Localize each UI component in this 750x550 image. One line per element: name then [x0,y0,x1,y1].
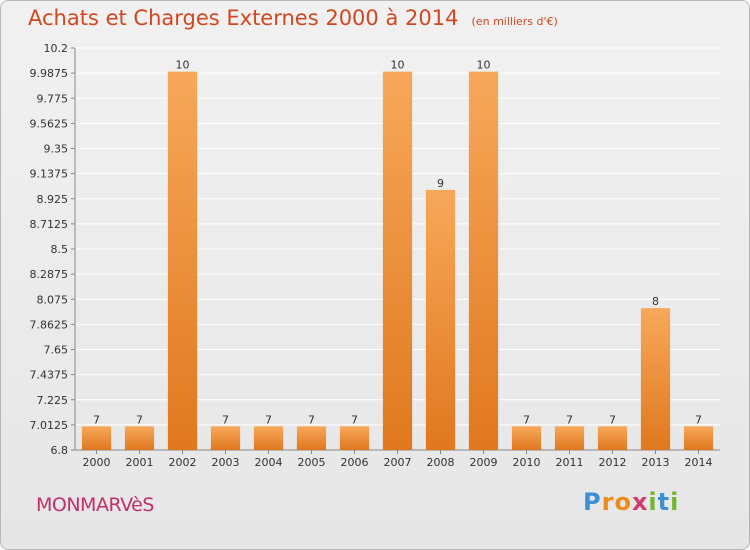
y-tick-label: 8.075 [37,293,69,306]
x-tick-label: 2002 [169,456,197,469]
chart-subtitle: (en milliers d'€) [471,15,558,28]
y-tick-label: 10.2 [44,42,69,55]
bar [683,426,714,450]
x-tick-label: 2013 [642,456,670,469]
y-tick-label: 7.65 [44,344,69,357]
x-tick-label: 2007 [384,456,412,469]
chart-title: Achats et Charges Externes 2000 à 2014 [28,6,459,30]
data-label: 10 [391,59,405,72]
x-tick-label: 2001 [126,456,154,469]
bar [511,426,542,450]
data-label: 10 [176,59,190,72]
commune-name: MONMARVèS [36,494,154,516]
y-tick-label: 9.35 [44,143,69,156]
y-tick-label: 6.8 [51,444,69,457]
x-tick-label: 2008 [427,456,455,469]
y-tick-label: 9.1375 [30,168,69,181]
y-tick-label: 9.775 [37,92,69,105]
x-tick-label: 2000 [83,456,111,469]
data-label: 7 [351,413,358,426]
x-tick-label: 2014 [685,456,713,469]
bar [167,71,198,450]
data-label: 7 [136,413,143,426]
y-tick-label: 8.925 [37,193,69,206]
bar [468,71,499,450]
y-tick-label: 9.5625 [30,117,69,130]
y-tick-label: 8.7125 [30,218,69,231]
bar [425,189,456,450]
y-tick-label: 7.0125 [30,419,69,432]
x-tick-label: 2012 [599,456,627,469]
x-tick-label: 2005 [298,456,326,469]
bar [640,308,671,450]
data-label: 7 [609,413,616,426]
y-tick-label: 8.2875 [30,268,69,281]
data-label: 7 [222,413,229,426]
bar [81,426,112,450]
data-label: 7 [93,413,100,426]
data-label: 7 [695,413,702,426]
data-label: 9 [437,177,444,190]
x-tick-label: 2003 [212,456,240,469]
bar [339,426,370,450]
bar [124,426,155,450]
data-label: 7 [523,413,530,426]
x-tick-label: 2010 [513,456,541,469]
bar [296,426,327,450]
data-label: 7 [308,413,315,426]
x-tick-label: 2011 [556,456,584,469]
data-label: 7 [566,413,573,426]
y-tick-label: 7.4375 [30,369,69,382]
bar [597,426,628,450]
y-tick-label: 9.9875 [30,67,69,80]
proxiti-logo: Proxiti [583,488,680,516]
y-tick-label: 7.8625 [30,318,69,331]
bar [382,71,413,450]
chart-title-block: Achats et Charges Externes 2000 à 2014 (… [28,6,558,30]
x-tick-label: 2006 [341,456,369,469]
bar [554,426,585,450]
data-label: 8 [652,295,659,308]
data-label: 10 [477,59,491,72]
y-tick-label: 7.225 [37,394,69,407]
x-tick-label: 2009 [470,456,498,469]
bar [210,426,241,450]
data-label: 7 [265,413,272,426]
bar [253,426,284,450]
x-tick-label: 2004 [255,456,283,469]
y-tick-label: 8.5 [51,243,69,256]
